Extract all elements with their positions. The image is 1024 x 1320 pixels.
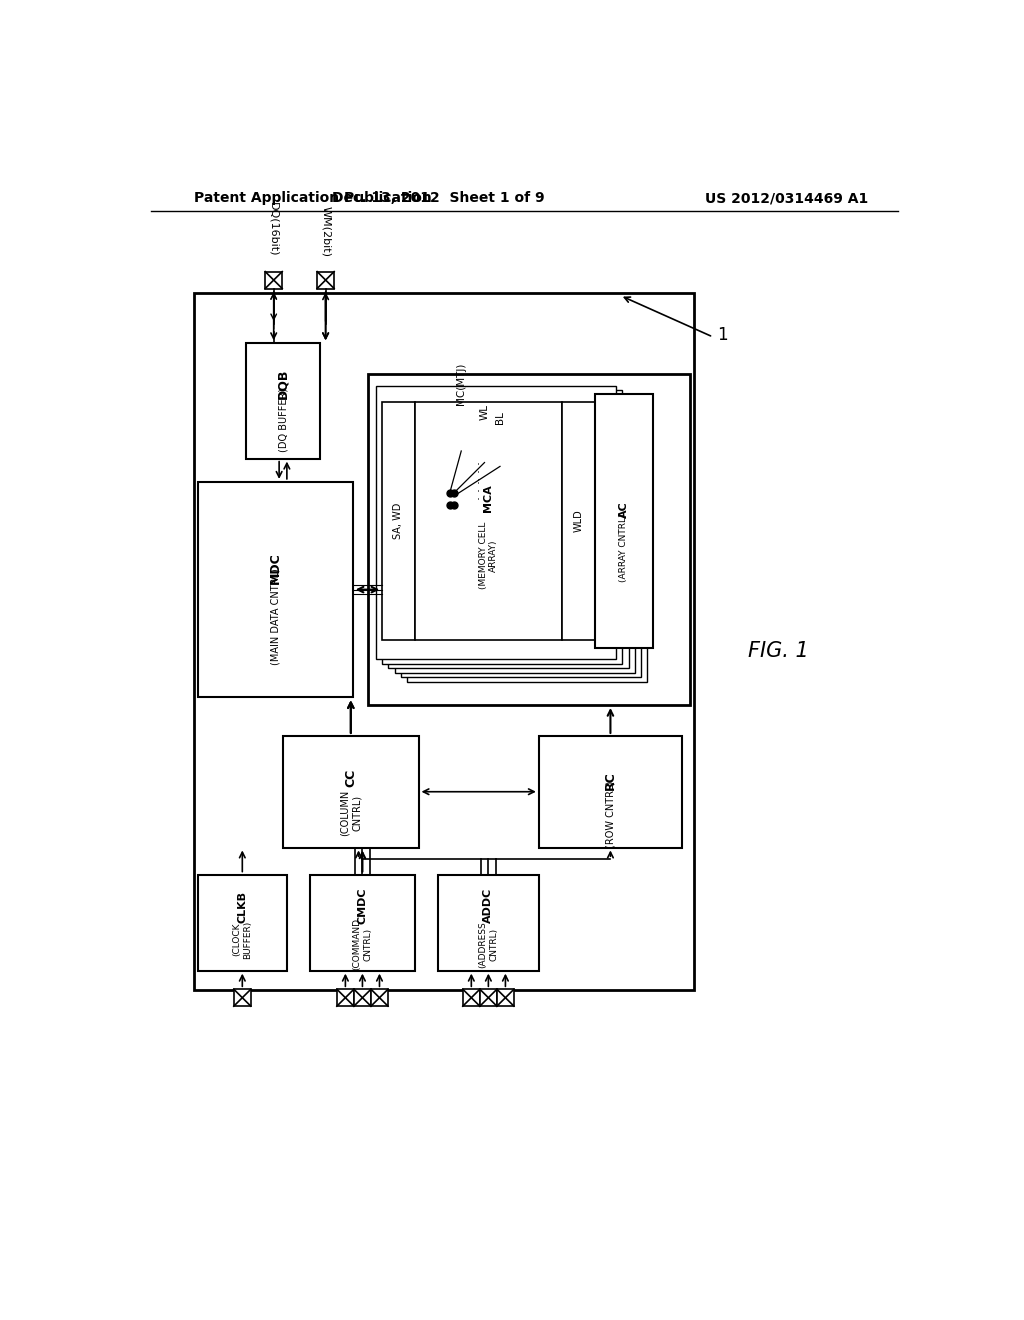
Text: AC: AC [618,502,629,517]
Text: (COLUMN
CNTRL): (COLUMN CNTRL) [340,791,361,837]
Text: CMDC: CMDC [357,887,368,924]
Text: DQ(16bit): DQ(16bit) [268,202,279,257]
Text: SA, WD: SA, WD [393,503,403,540]
Text: (MEMORY CELL
ARRAY): (MEMORY CELL ARRAY) [478,521,498,590]
Bar [317,272,334,289]
Text: (COMMAND
CNTRL): (COMMAND CNTRL) [352,919,372,970]
Text: WLD: WLD [573,510,584,532]
Bar [382,391,623,664]
Bar [354,989,371,1006]
Bar [369,374,690,705]
Bar [463,989,480,1006]
Text: 1: 1 [717,326,728,345]
Text: MC(MTJ): MC(MTJ) [457,363,466,405]
Text: MDC: MDC [268,552,282,583]
Text: Patent Application Publication: Patent Application Publication [194,191,432,206]
Text: BL: BL [495,411,505,424]
Text: (MAIN DATA CNTRL): (MAIN DATA CNTRL) [270,568,281,665]
Bar [283,737,419,847]
Bar [371,989,388,1006]
Bar [337,989,354,1006]
Bar [407,409,647,682]
Bar [198,874,287,970]
Bar [438,874,539,970]
Text: FIG. 1: FIG. 1 [748,642,809,661]
Bar [265,272,283,289]
Text: . . .: . . . [470,480,483,500]
Text: (ADDRESS
CNTRL): (ADDRESS CNTRL) [478,921,498,968]
Bar [382,401,415,640]
Bar [562,401,595,640]
Text: (DQ BUFFER): (DQ BUFFER) [278,388,288,453]
Bar [497,989,514,1006]
Text: ADDC: ADDC [483,888,494,923]
Text: DQB: DQB [276,368,290,399]
Text: (ARRAY CNTRL): (ARRAY CNTRL) [620,513,628,582]
Text: RC: RC [604,771,616,789]
Text: US 2012/0314469 A1: US 2012/0314469 A1 [705,191,868,206]
Bar [246,343,321,459]
Bar [376,385,616,659]
Bar [233,989,251,1006]
Bar [480,989,497,1006]
Text: MCA: MCA [483,484,494,512]
Bar [400,404,641,677]
Text: WM(2bit): WM(2bit) [321,206,331,257]
Text: CLKB: CLKB [238,891,248,923]
Text: (CLOCK
BUFFER): (CLOCK BUFFER) [232,920,252,958]
Bar [595,395,652,648]
Text: CC: CC [344,768,357,787]
Bar [198,482,352,697]
Text: . . .: . . . [470,461,483,480]
Text: Dec. 13, 2012  Sheet 1 of 9: Dec. 13, 2012 Sheet 1 of 9 [332,191,545,206]
Text: WL: WL [479,404,489,420]
Bar [194,293,693,990]
Bar [415,401,562,640]
Bar [539,737,682,847]
Bar [388,395,629,668]
Text: (ROW CNTRL): (ROW CNTRL) [605,781,615,849]
Bar [310,874,415,970]
Bar [394,400,635,673]
